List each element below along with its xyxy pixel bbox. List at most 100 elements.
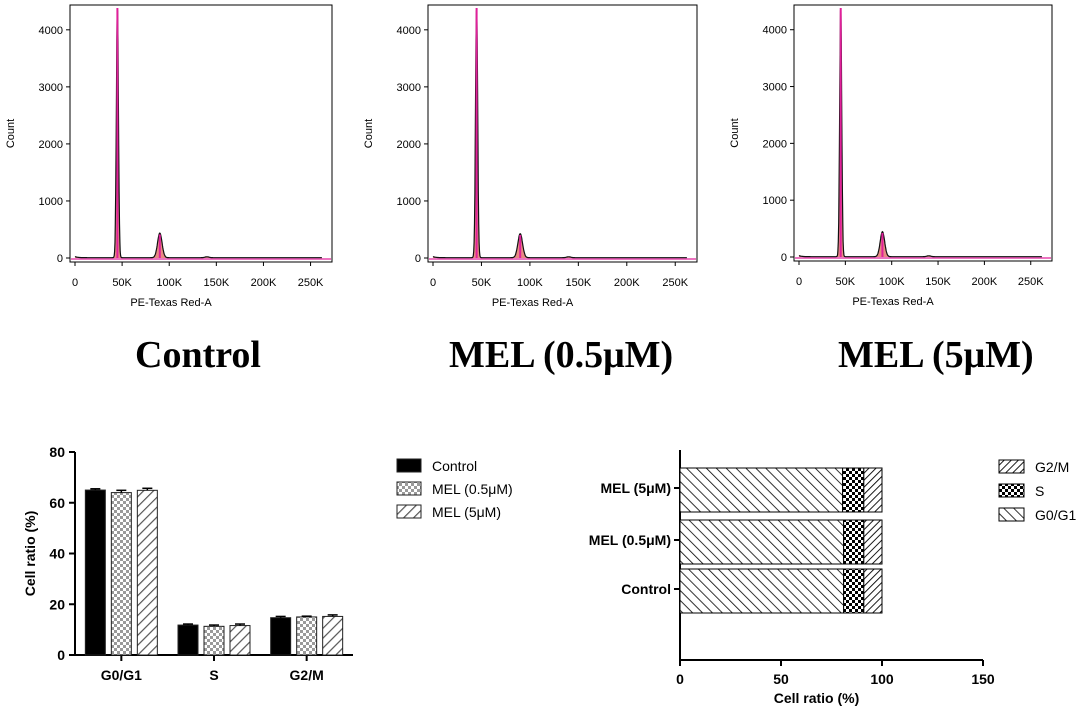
histogram-panels: 0 50K 100K 150K 200K 250K 0 1000 2000 3000 4000 PE-…: [5, 4, 1053, 309]
bar-g2-m-mel-5um: [322, 615, 344, 656]
y-tick-label: 1000: [397, 196, 421, 208]
x-tick-label: 0: [796, 276, 802, 288]
y-tick-label: 2000: [397, 139, 421, 151]
plot-frame: [69, 4, 333, 263]
x-tick-label-s: S: [209, 667, 218, 683]
y-tick-label: 2000: [763, 138, 787, 150]
y-tick-label: 0: [415, 253, 421, 265]
x-axis-title: Cell ratio (%): [774, 690, 860, 706]
x-tick-label: 150K: [925, 276, 951, 288]
segment-mel-5um-s: [842, 467, 865, 513]
y-tick-label: 0: [57, 647, 65, 663]
segment-mel-0-5um-g0-g1: [679, 519, 845, 565]
y-axis-title: Cell ratio (%): [22, 511, 38, 597]
panel-title-control: Control: [135, 334, 261, 376]
y-tick-label: 20: [49, 596, 65, 612]
bar-g0-g1-mel-5um: [136, 489, 158, 656]
y-tick-label-mel-5um: MEL (5μM): [600, 480, 671, 496]
bar-g2-m-control: [270, 617, 292, 656]
x-tick-label: 100K: [517, 277, 543, 289]
histogram-control: 0 50K 100K 150K 200K 250K 0 1000 2000 3000 4000 PE-…: [5, 4, 333, 309]
legend-swatch-s: [998, 483, 1025, 498]
segment-mel-5um-g0-g1: [679, 467, 844, 513]
grouped-bar-chart: 0 20 40 60 80 Cell ratio (%) G0/G1 S G2/M Control…: [22, 444, 513, 683]
y-axis-title: Count: [729, 118, 741, 147]
x-tick-label: 0: [430, 277, 436, 289]
histogram-mel-5um: 0 50K 100K 150K 200K 250K 0 1000 2000 3000 4000 PE-…: [729, 4, 1053, 308]
segment-control-s: [843, 568, 865, 614]
segment-control-g2-m: [863, 568, 883, 614]
x-tick-label: 50K: [472, 277, 492, 289]
x-tick-label: 50K: [112, 277, 132, 289]
x-tick-label: 250K: [1018, 276, 1044, 288]
x-axis-title: PE-Texas Red-A: [492, 297, 574, 309]
y-tick-label: 4000: [39, 25, 63, 37]
x-tick-label: 50: [773, 671, 789, 687]
bar-g0-g1-control: [84, 489, 106, 656]
panel-title-mel-5: MEL (5μM): [838, 334, 1034, 376]
y-tick-label: 0: [57, 253, 63, 265]
bar-s-mel-5um: [229, 625, 251, 656]
legend-label-mel-5um: MEL (5μM): [432, 504, 501, 520]
y-tick-label: 3000: [763, 82, 787, 94]
x-tick-label-g0-g1: G0/G1: [101, 667, 142, 683]
x-tick-label: 250K: [662, 277, 688, 289]
x-tick-label: 150K: [203, 277, 229, 289]
x-tick-label-g2-m: G2/M: [290, 667, 324, 683]
segment-control-g0-g1: [679, 568, 845, 614]
y-tick-label: 2000: [39, 139, 63, 151]
y-tick-label: 1000: [39, 196, 63, 208]
legend-swatch-g2-m: [998, 459, 1025, 474]
plot-frame: [427, 4, 698, 263]
legend-swatch-g0-g1: [998, 507, 1025, 522]
bar-s-mel-0-5um: [203, 625, 225, 656]
legend-label-g0-g1: G0/G1: [1035, 507, 1076, 523]
legend-swatch-mel-0-5um: [396, 481, 422, 496]
legend-swatch-control: [396, 458, 422, 473]
segment-mel-0-5um-s: [843, 519, 865, 565]
y-tick-label-mel-0-5um: MEL (0.5μM): [589, 532, 671, 548]
x-axis-title: PE-Texas Red-A: [852, 296, 934, 308]
y-tick-label: 1000: [763, 195, 787, 207]
x-tick-label: 250K: [298, 277, 324, 289]
y-axis-title: Count: [5, 119, 17, 148]
plot-frame: [793, 4, 1053, 262]
y-tick-label: 80: [49, 444, 65, 460]
segment-mel-0-5um-g2-m: [863, 519, 883, 565]
bar-g0-g1-mel-0-5um: [110, 492, 132, 656]
y-tick-label: 3000: [397, 82, 421, 94]
histogram-outline: [798, 10, 1042, 258]
x-tick-label: 0: [676, 671, 684, 687]
x-tick-label: 200K: [972, 276, 998, 288]
legend-swatch-mel-5um: [396, 504, 422, 519]
x-tick-label: 0: [72, 277, 78, 289]
x-axis-title: PE-Texas Red-A: [130, 297, 212, 309]
panel-title-mel-0-5: MEL (0.5μM): [449, 334, 674, 376]
bar-g2-m-mel-0-5um: [296, 616, 318, 656]
y-tick-label-control: Control: [621, 581, 671, 597]
x-tick-label: 150: [971, 671, 995, 687]
x-tick-label: 50K: [836, 276, 856, 288]
legend-label-mel-0-5um: MEL (0.5μM): [432, 481, 513, 497]
y-tick-label: 60: [49, 495, 65, 511]
legend-label-control: Control: [432, 458, 477, 474]
y-tick-label: 40: [49, 546, 65, 562]
y-axis-title: Count: [363, 119, 375, 148]
x-tick-label: 150K: [565, 277, 591, 289]
histogram-mel-0-5um: 0 50K 100K 150K 200K 250K 0 1000 2000 3000 4000 PE-…: [363, 4, 698, 309]
y-tick-label: 3000: [39, 82, 63, 94]
x-tick-label: 200K: [614, 277, 640, 289]
x-tick-label: 100K: [156, 277, 182, 289]
histogram-outline: [432, 10, 687, 259]
legend-label-s: S: [1035, 483, 1044, 499]
x-tick-label: 100: [870, 671, 894, 687]
bar-s-control: [177, 624, 199, 656]
x-tick-label: 100K: [879, 276, 905, 288]
y-tick-label: 4000: [397, 25, 421, 37]
x-tick-label: 200K: [251, 277, 277, 289]
y-tick-label: 0: [781, 252, 787, 264]
y-tick-label: 4000: [763, 25, 787, 37]
legend-label-g2-m: G2/M: [1035, 459, 1069, 475]
segment-mel-5um-g2-m: [863, 467, 883, 513]
